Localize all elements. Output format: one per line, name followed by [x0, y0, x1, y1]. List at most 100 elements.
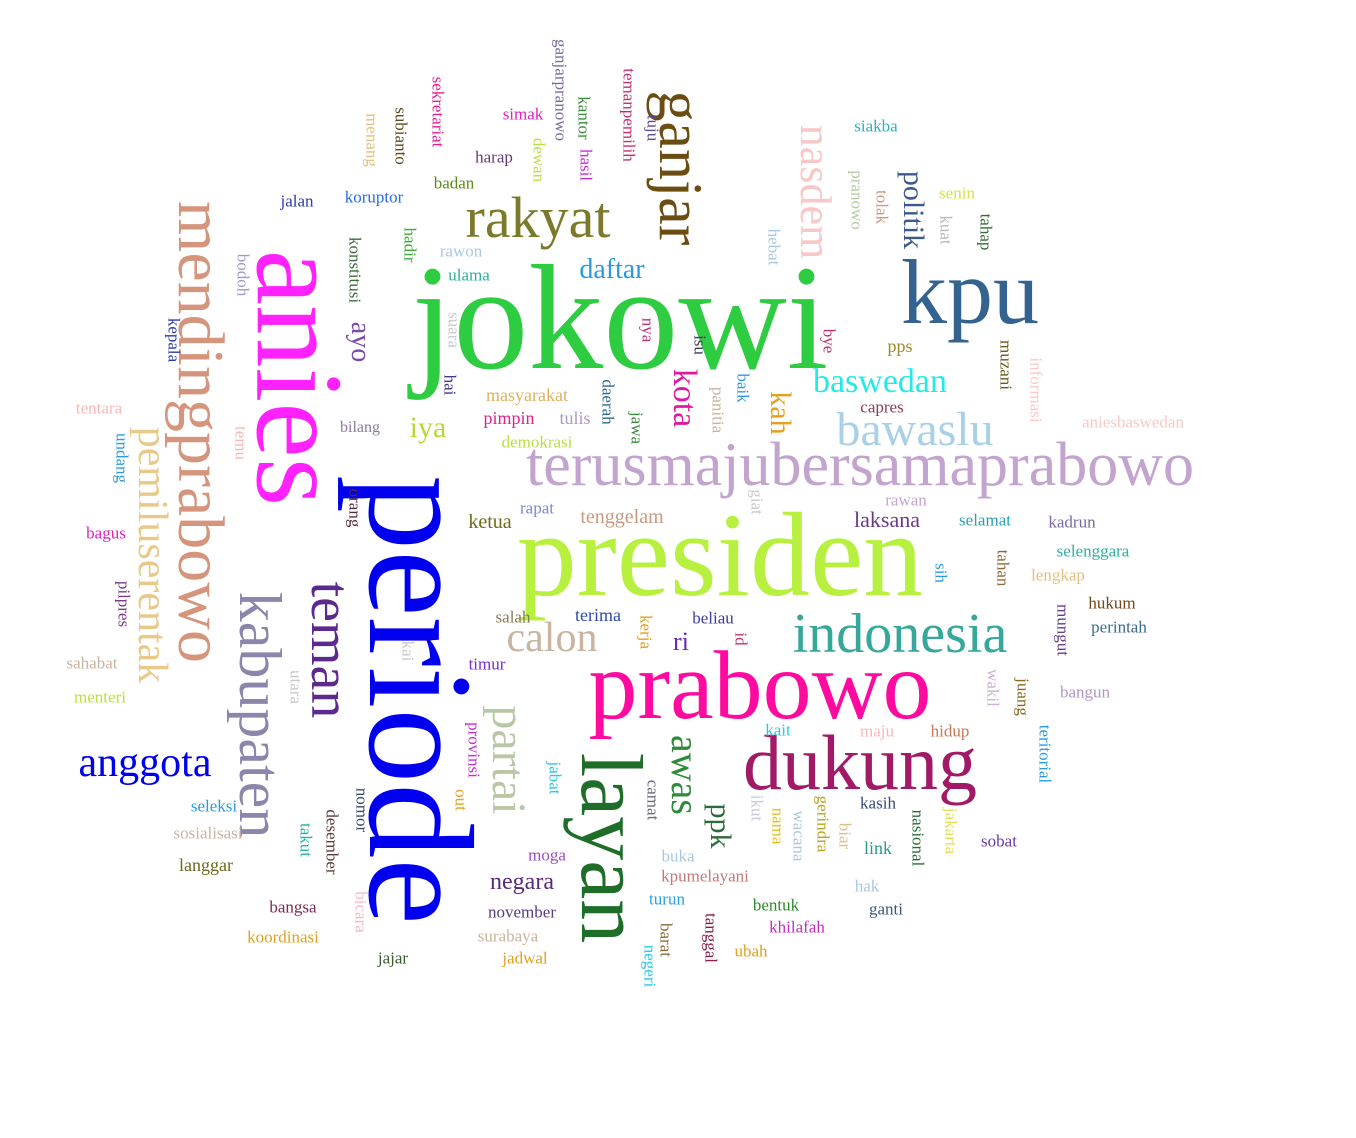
word-koordinasi: koordinasi — [247, 927, 319, 947]
word-aniesbaswedan: aniesbaswedan — [1082, 412, 1184, 432]
word-sobat: sobat — [981, 831, 1017, 851]
word-buka: buka — [661, 846, 695, 866]
word-harap: harap — [475, 147, 513, 167]
word-layan: layan — [562, 752, 659, 944]
word-simak: simak — [502, 104, 544, 124]
word-mungut: mungut — [1053, 604, 1073, 656]
word-tulis: tulis — [559, 408, 591, 428]
word-kah: kah — [764, 391, 797, 435]
word-bodoh: bodoh — [233, 253, 253, 297]
word-juang: juang — [1013, 678, 1033, 716]
word-daftar: daftar — [579, 254, 645, 285]
word-ikut: ikut — [747, 794, 767, 822]
word-iya: iya — [409, 411, 447, 444]
word-pps: pps — [887, 336, 913, 356]
word-periode: periode — [337, 475, 503, 925]
word-seleksi: seleksi — [190, 796, 238, 816]
word-calon: calon — [506, 615, 598, 661]
word-ubah: ubah — [734, 941, 768, 961]
word-presiden: presiden — [516, 488, 924, 621]
word-badan: badan — [433, 173, 475, 193]
word-temanpemilih: temanpemilih — [619, 68, 639, 162]
word-negara: negara — [490, 869, 554, 895]
word-kasih: kasih — [860, 793, 896, 813]
word-sosialisasi: sosialisasi — [173, 823, 243, 843]
word-ganti: ganti — [869, 899, 903, 919]
word-negeri: negeri — [640, 944, 660, 988]
word-panitia: panitia — [708, 386, 728, 434]
word-kuat: kuat — [936, 215, 956, 245]
word-hebat: hebat — [764, 228, 784, 266]
word-undang: undang — [112, 432, 132, 484]
word-senin: senin — [939, 183, 975, 203]
word-menang: menang — [362, 113, 382, 167]
word-baik: baik — [733, 373, 753, 403]
word-jokowi: jokowi — [411, 235, 829, 401]
word-anggota: anggota — [78, 740, 212, 786]
word-siakba: siakba — [854, 116, 898, 136]
word-tahap: tahap — [976, 213, 996, 251]
word-bangsa: bangsa — [269, 897, 317, 917]
word-jalan: jalan — [280, 191, 314, 211]
word-bye: bye — [819, 328, 839, 354]
word-pilpres: pilpres — [114, 580, 134, 628]
word-rakyat: rakyat — [465, 185, 611, 250]
word-kantor: kantor — [574, 96, 594, 140]
word-subianto: subianto — [391, 107, 411, 165]
word-hasil: hasil — [576, 148, 596, 182]
word-takut: takut — [296, 823, 316, 857]
word-sahabat: sahabat — [66, 653, 118, 673]
word-kai: kai — [398, 640, 418, 662]
word-perintah: perintah — [1091, 617, 1147, 637]
word-masyarakat: masyarakat — [486, 385, 568, 405]
word-barat: barat — [656, 923, 676, 957]
word-gerindra: gerindra — [813, 795, 833, 853]
word-utara: utara — [286, 670, 306, 704]
word-orang: orang — [345, 488, 365, 528]
word-ganjar: ganjar — [646, 90, 714, 246]
word-ppk: ppk — [704, 803, 737, 849]
word-selenggara: selenggara — [1056, 541, 1130, 561]
word-hadir: hadir — [400, 227, 420, 263]
word-teman: teman — [299, 581, 361, 719]
word-nomor: nomor — [352, 787, 372, 833]
word-konstitusi: konstitusi — [345, 236, 365, 304]
word-pemiluserentak: pemiluserentak — [129, 426, 175, 684]
word-pranowo: pranowo — [847, 170, 867, 230]
word-capres: capres — [860, 397, 904, 417]
word-temu: temu — [231, 426, 251, 460]
word-dewan: dewan — [529, 137, 549, 183]
word-terima: terima — [575, 605, 621, 625]
word-moga: moga — [528, 845, 566, 865]
word-sih: sih — [931, 563, 951, 583]
word-giat: giat — [747, 489, 767, 515]
word-id: id — [731, 632, 751, 646]
word-langgar: langgar — [179, 855, 233, 875]
word-kait: kait — [765, 720, 791, 740]
word-prabowo: prabowo — [588, 632, 932, 740]
word-hukum: hukum — [1088, 593, 1136, 613]
word-ayo: ayo — [345, 321, 376, 363]
word-provinsi: provinsi — [464, 722, 484, 778]
word-beliau: beliau — [692, 608, 734, 628]
word-ganjarpranowo: ganjarpranowo — [551, 39, 571, 141]
word-khilafah: khilafah — [769, 917, 825, 937]
word-dukung: dukung — [743, 719, 977, 806]
word-informasi: informasi — [1026, 357, 1046, 423]
word-rawan: rawan — [885, 490, 927, 510]
word-jajar: jajar — [377, 948, 409, 968]
word-turun: turun — [649, 889, 685, 909]
word-tentara: tentara — [75, 398, 123, 418]
word-nasdem: nasdem — [791, 124, 840, 260]
word-tahan: tahan — [993, 549, 1013, 587]
word-wacana: wacana — [789, 810, 809, 862]
word-pimpin: pimpin — [483, 408, 535, 428]
word-ulama: ulama — [448, 265, 490, 285]
word-biar: biar — [835, 822, 855, 850]
word-koruptor: koruptor — [344, 187, 404, 207]
word-jabat: jabat — [545, 761, 565, 795]
word-suara: suara — [444, 312, 464, 348]
word-mendingprabowo: mendingprabowo — [164, 201, 237, 663]
word-menteri: menteri — [74, 687, 126, 707]
word-tenggelam: tenggelam — [580, 506, 664, 528]
